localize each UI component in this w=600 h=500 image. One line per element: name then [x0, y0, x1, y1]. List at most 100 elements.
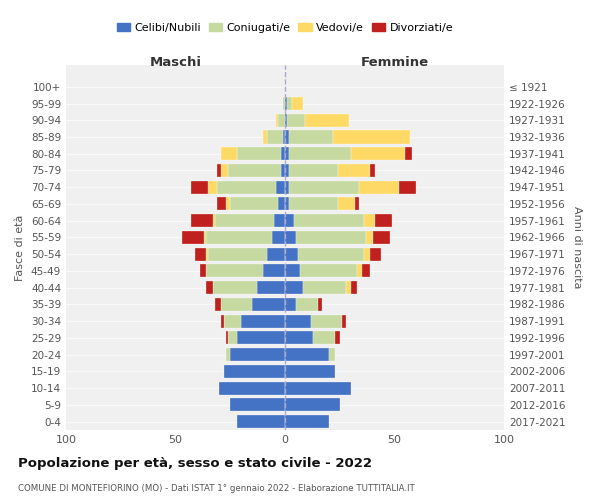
Bar	[362, 264, 370, 278]
Bar	[311, 314, 342, 328]
Bar	[296, 298, 318, 311]
Bar	[213, 281, 257, 294]
Bar	[283, 97, 285, 110]
Bar	[230, 198, 278, 210]
Bar	[302, 281, 346, 294]
Bar	[213, 214, 215, 227]
Bar	[338, 198, 355, 210]
Bar	[221, 314, 224, 328]
Bar	[289, 130, 333, 143]
Bar	[350, 147, 406, 160]
Bar	[221, 147, 237, 160]
Bar	[294, 214, 364, 227]
Bar	[301, 264, 357, 278]
Bar	[206, 248, 208, 260]
Bar	[285, 398, 340, 411]
Bar	[182, 231, 204, 244]
Bar	[228, 332, 237, 344]
Bar	[285, 314, 311, 328]
Bar	[283, 130, 285, 143]
Bar	[296, 231, 366, 244]
Bar	[292, 97, 302, 110]
Text: Popolazione per età, sesso e stato civile - 2022: Popolazione per età, sesso e stato civil…	[18, 458, 372, 470]
Bar	[215, 298, 221, 311]
Text: Femmine: Femmine	[361, 56, 428, 69]
Bar	[276, 180, 285, 194]
Bar	[285, 164, 289, 177]
Bar	[217, 180, 276, 194]
Bar	[200, 264, 206, 278]
Bar	[237, 332, 285, 344]
Bar	[313, 332, 335, 344]
Bar	[252, 298, 285, 311]
Bar	[228, 164, 281, 177]
Bar	[268, 248, 285, 260]
Bar	[220, 382, 285, 394]
Y-axis label: Fasce di età: Fasce di età	[16, 214, 25, 280]
Bar	[230, 398, 285, 411]
Bar	[195, 248, 206, 260]
Y-axis label: Anni di nascita: Anni di nascita	[572, 206, 582, 289]
Bar	[285, 114, 287, 127]
Bar	[406, 147, 412, 160]
Bar	[206, 264, 263, 278]
Bar	[226, 348, 230, 361]
Bar	[285, 97, 287, 110]
Bar	[215, 214, 274, 227]
Bar	[285, 348, 329, 361]
Bar	[366, 231, 373, 244]
Bar	[342, 314, 346, 328]
Bar	[346, 281, 350, 294]
Bar	[237, 147, 281, 160]
Bar	[285, 365, 335, 378]
Bar	[370, 248, 382, 260]
Bar	[226, 198, 230, 210]
Bar	[287, 114, 305, 127]
Bar	[399, 180, 416, 194]
Bar	[359, 180, 399, 194]
Bar	[364, 248, 370, 260]
Bar	[281, 147, 285, 160]
Bar	[285, 214, 294, 227]
Text: COMUNE DI MONTEFIORINO (MO) - Dati ISTAT 1° gennaio 2022 - Elaborazione TUTTITAL: COMUNE DI MONTEFIORINO (MO) - Dati ISTAT…	[18, 484, 415, 493]
Bar	[278, 198, 285, 210]
Bar	[338, 164, 370, 177]
Bar	[221, 164, 228, 177]
Bar	[217, 198, 226, 210]
Bar	[329, 348, 335, 361]
Bar	[281, 164, 285, 177]
Bar	[208, 248, 268, 260]
Bar	[298, 248, 364, 260]
Bar	[285, 180, 289, 194]
Bar	[289, 180, 359, 194]
Bar	[221, 298, 252, 311]
Bar	[285, 198, 289, 210]
Bar	[217, 164, 221, 177]
Bar	[289, 198, 338, 210]
Bar	[285, 332, 313, 344]
Bar	[226, 332, 228, 344]
Text: Maschi: Maschi	[149, 56, 202, 69]
Bar	[370, 164, 375, 177]
Bar	[263, 264, 285, 278]
Bar	[224, 365, 285, 378]
Bar	[208, 180, 217, 194]
Bar	[268, 130, 283, 143]
Bar	[285, 415, 329, 428]
Bar	[355, 198, 359, 210]
Bar	[204, 231, 206, 244]
Bar	[278, 114, 285, 127]
Bar	[241, 314, 285, 328]
Bar	[285, 248, 298, 260]
Bar	[285, 298, 296, 311]
Bar	[364, 214, 375, 227]
Bar	[289, 147, 350, 160]
Bar	[333, 130, 410, 143]
Bar	[191, 180, 208, 194]
Bar	[285, 382, 350, 394]
Bar	[285, 130, 289, 143]
Bar	[263, 130, 268, 143]
Bar	[272, 231, 285, 244]
Bar	[285, 281, 302, 294]
Bar	[257, 281, 285, 294]
